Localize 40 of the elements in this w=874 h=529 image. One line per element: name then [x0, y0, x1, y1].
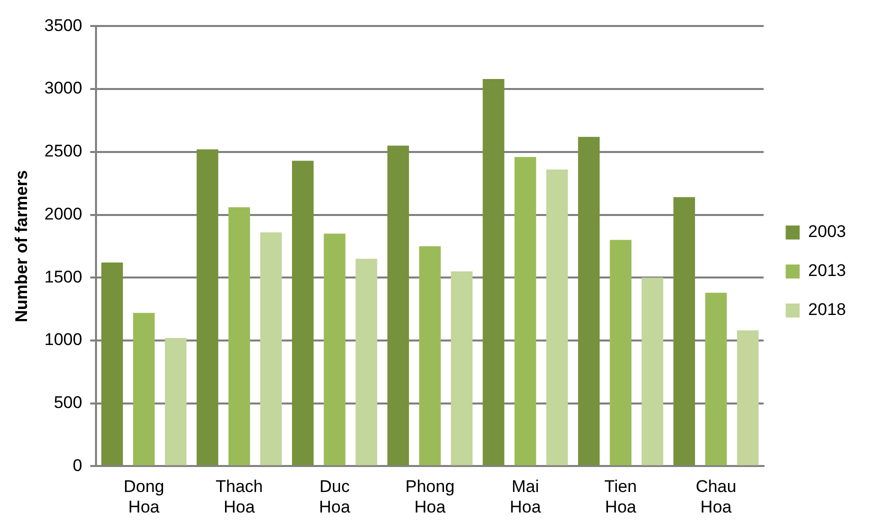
y-tick-label: 1000	[44, 330, 82, 350]
legend-label: 2018	[808, 300, 846, 320]
bar	[673, 197, 696, 466]
bar	[356, 258, 378, 466]
x-tick-label: Phong Hoa	[405, 477, 455, 516]
bar	[133, 312, 155, 466]
y-axis-title: Number of farmers	[12, 170, 31, 322]
bar	[514, 156, 536, 466]
bar	[642, 278, 664, 466]
y-tick-label: 3500	[44, 16, 82, 35]
legend-label: 2003	[808, 222, 846, 242]
bar	[101, 262, 123, 466]
bar	[482, 79, 504, 466]
x-tick-label: Mai Hoa	[510, 477, 542, 516]
y-tick-label: 500	[54, 393, 82, 412]
bar	[164, 338, 186, 466]
x-tick-label: Duc Hoa	[319, 477, 351, 516]
bar	[324, 234, 346, 466]
x-tick-label: Chau Hoa	[696, 477, 736, 516]
bar	[196, 149, 218, 466]
x-tick-label: Dong Hoa	[124, 477, 164, 516]
bar	[578, 136, 600, 466]
bar	[450, 271, 473, 466]
bar	[610, 240, 632, 466]
bar	[260, 232, 282, 466]
bar	[292, 160, 314, 466]
y-tick-label: 2000	[44, 204, 82, 224]
y-tick-label: 3000	[44, 78, 82, 98]
bar	[228, 207, 250, 466]
x-tick-label: Tien Hoa	[604, 477, 637, 516]
y-tick-label: 2500	[44, 142, 82, 161]
y-tick-label: 1500	[44, 267, 82, 286]
x-tick-label: Thach Hoa	[216, 477, 263, 516]
bar	[387, 146, 409, 466]
bar	[736, 330, 759, 466]
y-tick-label: 0	[72, 456, 82, 475]
bar	[546, 170, 568, 466]
legend-label: 2013	[808, 261, 846, 280]
bar	[705, 292, 727, 466]
bar	[419, 246, 441, 466]
